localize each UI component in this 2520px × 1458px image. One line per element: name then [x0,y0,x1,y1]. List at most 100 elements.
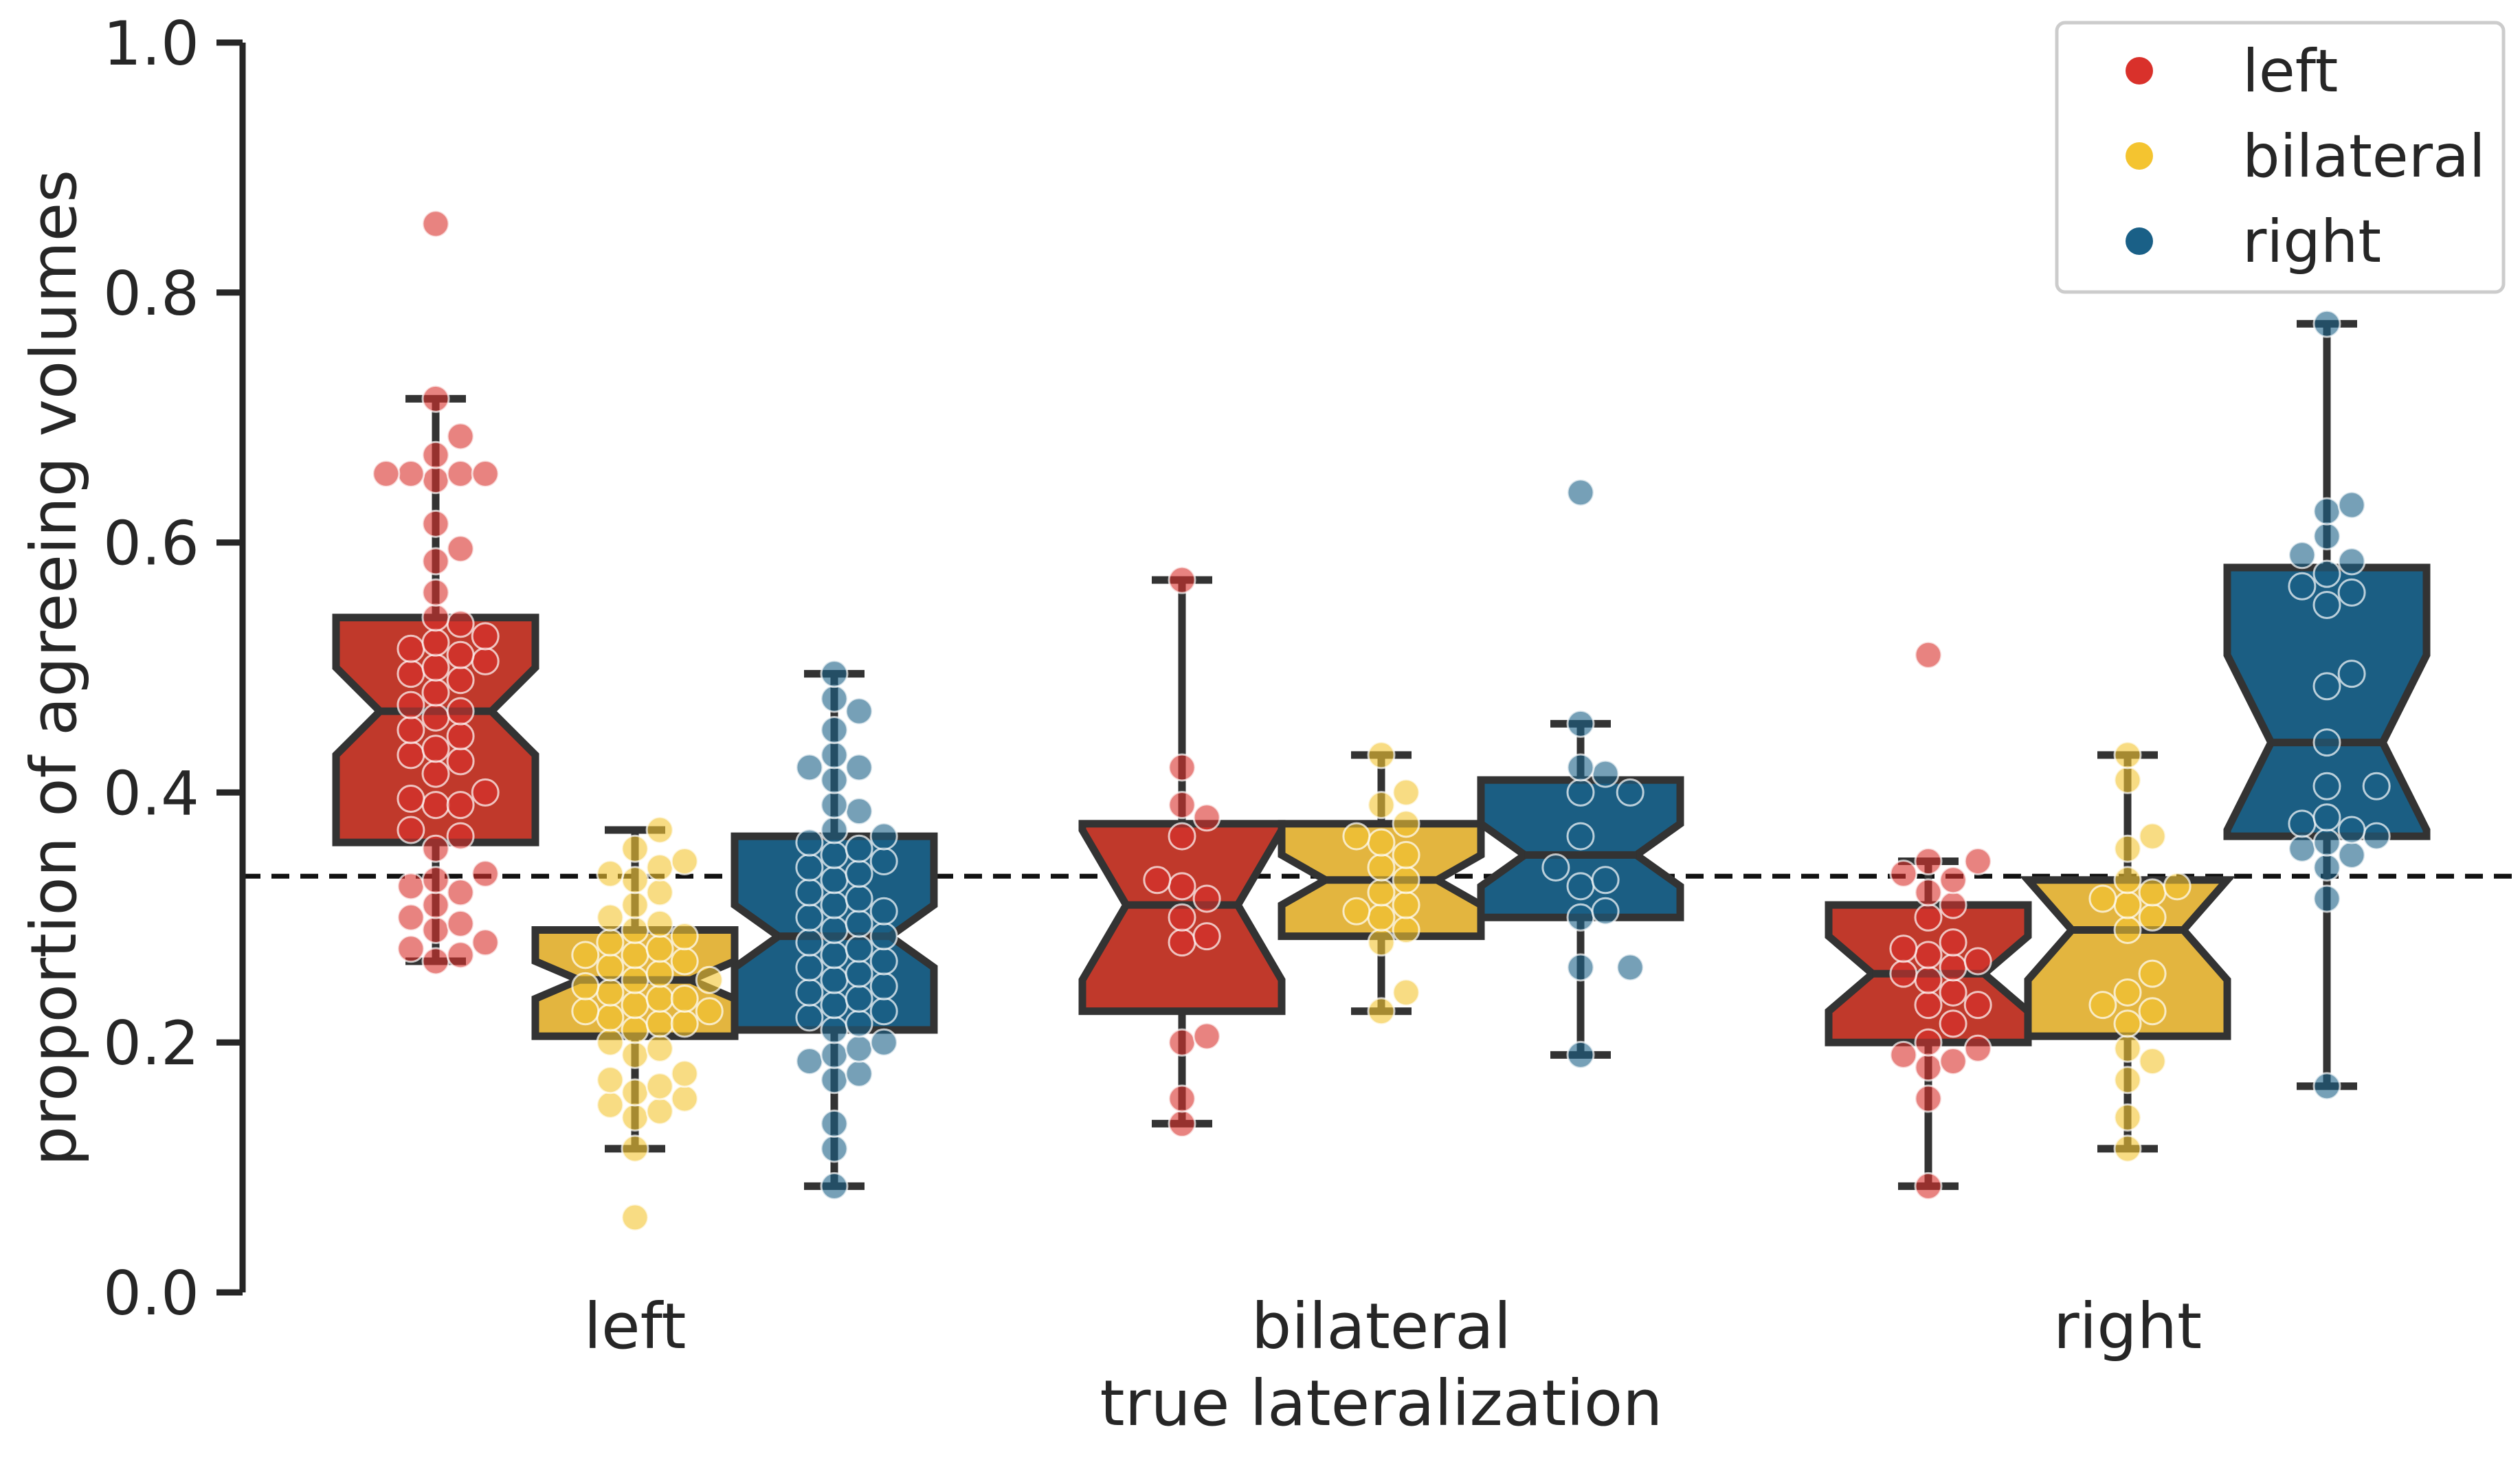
data-point-right [2312,672,2341,701]
data-point-right [2312,559,2341,588]
data-point-bilateral [2138,997,2167,1026]
data-point-right [1566,822,1595,851]
data-point-right [820,1016,849,1044]
data-point-left [397,741,425,770]
data-point-right [795,953,824,982]
data-point-bilateral [1367,741,1396,770]
data-point-right [2288,572,2317,601]
data-point-bilateral [571,941,600,969]
data-point-right [1566,778,1595,807]
data-point-left [1168,822,1196,851]
data-point-bilateral [2113,741,2142,770]
data-point-left [446,460,475,489]
data-point-left [397,872,425,901]
data-point-left [1168,565,1196,594]
data-point-right [2312,497,2341,526]
data-point-right [2337,816,2366,844]
data-point-left [1914,941,1943,969]
data-point-left [1143,866,1172,895]
data-point-right [820,684,849,713]
data-point-right [2362,822,2391,851]
data-point-right [820,890,849,919]
data-point-right [2312,884,2341,913]
data-point-left [1914,640,1943,669]
data-point-right [820,840,849,869]
data-point-left [421,628,450,657]
data-point-left [397,816,425,844]
data-point-right [795,853,824,882]
data-point-bilateral [1392,866,1420,895]
data-point-right [1566,709,1595,738]
data-point-bilateral [695,965,724,994]
data-point-bilateral [1392,978,1420,1007]
data-point-right [869,897,898,926]
data-point-right [869,997,898,1026]
data-point-right [845,985,873,1013]
data-point-left [1914,1028,1943,1057]
data-point-left [1914,1084,1943,1113]
data-point-bilateral [2138,822,2167,851]
data-point-left [446,422,475,451]
data-point-left [1168,1109,1196,1138]
data-point-right [820,741,849,770]
data-point-left [421,547,450,576]
data-point-right [795,878,824,907]
data-point-right [2337,578,2366,607]
data-point-right [1616,778,1644,807]
data-point-bilateral [621,1040,649,1069]
data-point-bilateral [2113,765,2142,794]
legend: left bilateral right [2055,21,2506,294]
data-point-right [845,884,873,913]
data-point-right [845,797,873,826]
data-point-right [2337,660,2366,688]
data-point-bilateral [2138,959,2167,988]
data-point-bilateral [2113,866,2142,895]
data-point-right [2337,491,2366,519]
data-point-left [446,666,475,695]
data-point-left [421,947,450,976]
data-point-bilateral [621,941,649,969]
data-point-bilateral [621,915,649,944]
data-point-right [1566,753,1595,782]
data-point-left [421,759,450,788]
legend-items: left bilateral right [2126,37,2486,276]
data-point-right [1566,953,1595,982]
data-point-left [1192,922,1221,951]
data-point-left [421,509,450,538]
data-point-bilateral [645,934,674,963]
data-point-bilateral [2138,903,2167,932]
data-point-left [421,734,450,763]
data-point-right [2288,834,2317,863]
data-point-bilateral [1342,897,1371,926]
data-point-bilateral [2113,1009,2142,1038]
data-point-right [845,697,873,726]
data-point-left [1889,959,1918,988]
data-point-bilateral [645,1072,674,1101]
data-point-left [446,791,475,820]
data-point-bilateral [2113,1103,2142,1132]
data-point-right [820,1171,849,1200]
data-point-left [1914,846,1943,875]
data-point-right [2312,828,2341,857]
data-point-right [845,753,873,782]
data-point-bilateral [1392,915,1420,944]
data-point-right [2312,1072,2341,1101]
data-point-left [471,928,500,957]
data-point-left [397,784,425,813]
data-point-bilateral [596,1003,625,1032]
data-point-right [820,915,849,944]
data-point-right [869,822,898,851]
y-tick-label: 1.0 [103,8,199,79]
axis-layer: 0.0 0.2 0.4 0.6 0.8 1.0 left bilateral right tr… [17,8,2202,1440]
data-point-right [2312,803,2341,832]
data-point-left [446,722,475,751]
data-point-left [421,890,450,919]
data-point-left [421,578,450,607]
data-point-left [1963,947,1992,976]
data-point-left [1939,890,1967,919]
data-point-right [820,715,849,744]
data-point-bilateral [645,1034,674,1063]
legend-frame [2055,21,2506,294]
data-point-bilateral [2113,978,2142,1007]
